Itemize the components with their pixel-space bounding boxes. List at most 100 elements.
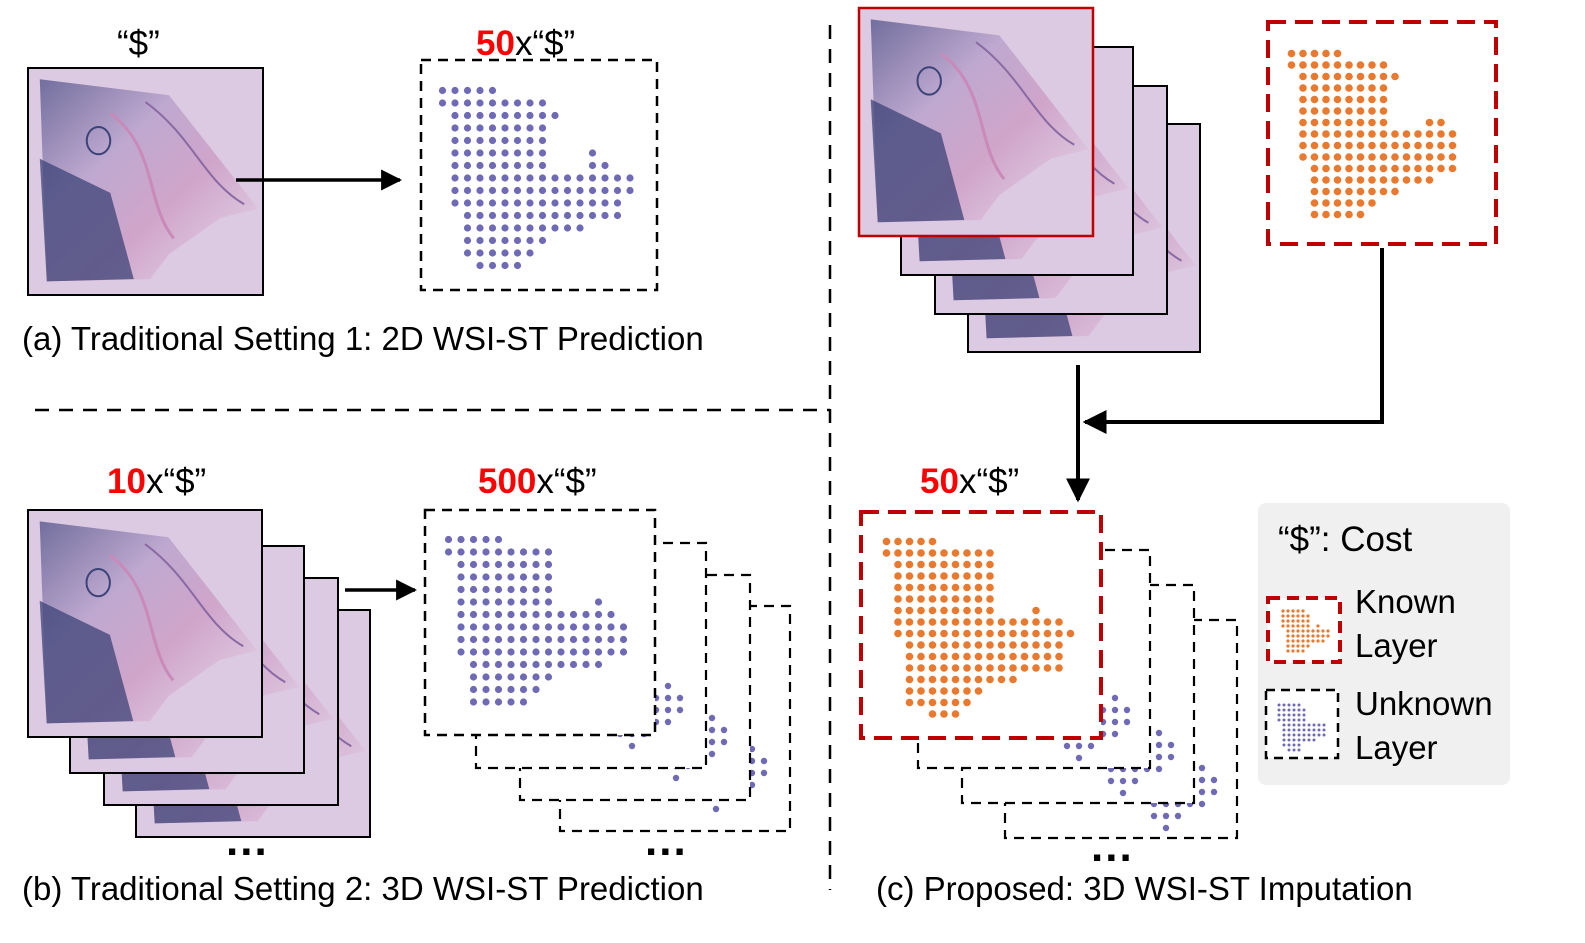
st-spot: [940, 549, 948, 557]
st-spot: [940, 641, 948, 649]
st-spot: [1155, 729, 1163, 737]
st-spot: [544, 548, 553, 556]
st-spot: [1312, 723, 1316, 727]
st-spot: [917, 652, 925, 661]
st-spot: [532, 623, 540, 631]
st-spot: [476, 236, 484, 245]
st-spot: [469, 673, 478, 681]
st-spots-known: [1287, 49, 1457, 219]
st-spot: [488, 86, 497, 95]
wsi-slide-stack: [857, 6, 1201, 353]
st-spot: [1299, 130, 1307, 138]
st-spot: [905, 537, 914, 546]
st-spot: [1281, 624, 1285, 628]
st-spot: [1345, 130, 1353, 138]
st-spot: [986, 618, 994, 626]
st-spot: [469, 648, 478, 656]
st-spot: [501, 211, 509, 220]
st-spot: [469, 660, 478, 669]
st-spot: [1312, 738, 1316, 742]
st-spot: [986, 664, 994, 672]
st-spot: [1310, 130, 1319, 138]
st-spot: [457, 610, 465, 619]
st-spot: [963, 675, 971, 684]
st-spot: [519, 648, 528, 656]
st-spot: [1032, 618, 1040, 626]
st-spot: [664, 694, 672, 702]
st-spot: [1296, 614, 1300, 618]
st-spot: [594, 660, 603, 669]
st-spot: [1379, 153, 1388, 161]
st-spot: [951, 629, 960, 638]
st-spot: [1379, 72, 1388, 81]
st-spot: [576, 211, 584, 220]
st-imputation-stack: [859, 510, 1239, 840]
st-spot: [507, 598, 515, 606]
st-spot: [1282, 708, 1286, 712]
st-spot: [1009, 675, 1017, 684]
st-spot: [1379, 141, 1388, 150]
known-front-layer-box: [859, 510, 1103, 740]
st-spot: [1306, 639, 1310, 643]
st-spot: [469, 685, 478, 694]
st-spot: [1286, 624, 1290, 628]
st-spot: [507, 635, 515, 644]
st-spot: [1291, 649, 1295, 653]
st-spot: [1322, 723, 1326, 727]
st-spot: [974, 629, 983, 638]
st-spot: [951, 606, 960, 615]
st-spot: [1425, 176, 1434, 184]
st-spot: [1333, 95, 1342, 104]
st-spot: [997, 652, 1006, 661]
st-spot: [974, 549, 983, 557]
st-spot: [963, 664, 971, 672]
st-spot: [963, 629, 971, 638]
st-spot: [986, 583, 994, 592]
st-spot: [1287, 743, 1291, 747]
st-spot: [1043, 629, 1052, 638]
multiplier: 500: [478, 462, 537, 501]
st-spot: [940, 560, 948, 569]
st-spot: [1291, 629, 1295, 633]
st-spot: [482, 535, 490, 544]
st-spot: [494, 635, 503, 644]
st-spot: [551, 224, 559, 232]
st-spot: [544, 560, 553, 569]
st-spot: [1292, 743, 1296, 747]
st-spot: [963, 687, 971, 695]
st-spot: [488, 211, 497, 220]
st-spot: [1287, 738, 1291, 742]
st-spot: [928, 572, 937, 580]
st-spot: [1310, 153, 1319, 161]
st-spot: [519, 598, 528, 606]
st-spot: [507, 673, 515, 681]
st-spot: [1368, 176, 1376, 184]
st-spot: [1155, 753, 1163, 761]
st-spot: [1368, 199, 1376, 207]
st-spot: [469, 610, 478, 619]
st-spot: [1310, 199, 1319, 207]
st-spot: [672, 774, 680, 782]
st-spot: [1321, 629, 1325, 633]
st-spot: [457, 623, 465, 631]
st-spot: [940, 618, 948, 626]
wsi-slide-stack: [27, 509, 371, 838]
st-spot: [476, 136, 484, 145]
st-spot: [1321, 634, 1325, 638]
st-spot: [1356, 84, 1365, 92]
st-spot: [1312, 728, 1316, 732]
st-spot: [501, 199, 509, 207]
st-spot: [974, 641, 983, 649]
st-spot: [905, 560, 914, 569]
st-spot: [463, 174, 472, 182]
st-spot: [569, 660, 578, 669]
st-spot: [1356, 130, 1365, 138]
st-spot: [760, 769, 768, 777]
st-spots-unknown: [438, 86, 634, 270]
st-spot: [1310, 61, 1319, 69]
st-spot: [544, 635, 553, 644]
st-spot: [526, 149, 534, 157]
st-spot: [1333, 210, 1342, 219]
st-spot: [457, 598, 465, 606]
st-spot: [928, 698, 937, 707]
